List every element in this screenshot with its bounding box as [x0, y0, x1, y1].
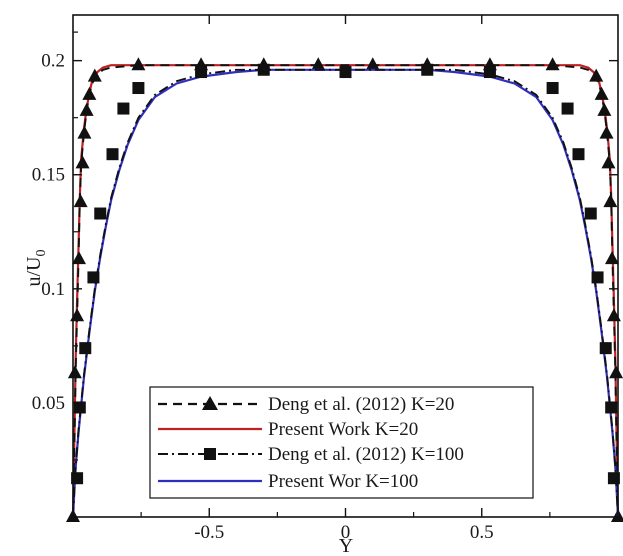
triangle-marker: [599, 125, 614, 139]
legend-entry-1: Deng et al. (2012) K=20: [158, 394, 454, 415]
legend-label-2: Present Work K=20: [268, 419, 418, 440]
triangle-marker: [67, 365, 82, 379]
series-layer: [66, 57, 623, 522]
square-marker: [71, 472, 84, 485]
square-marker: [94, 207, 107, 220]
square-marker: [73, 401, 86, 414]
square-marker: [339, 66, 352, 79]
legend-label-1: Deng et al. (2012) K=20: [268, 394, 454, 415]
y-axis-label: u/U0: [23, 250, 49, 287]
triangle-marker: [82, 86, 97, 100]
y-tick-label: 0.15: [32, 165, 65, 186]
y-tick-label: 0.2: [41, 51, 65, 72]
square-marker: [572, 148, 585, 161]
square-marker: [195, 66, 208, 79]
triangle-marker: [87, 68, 102, 82]
tick-layer: -0.5 0 0.5 0.05 0.1 0.15 0.2: [32, 15, 619, 543]
square-marker: [483, 66, 496, 79]
legend-entry-2: Present Work K=20: [158, 419, 418, 440]
y-tick-label: 0.05: [32, 393, 65, 414]
triangle-marker: [605, 251, 620, 265]
triangle-marker: [609, 365, 623, 379]
y-tick-label: 0.1: [41, 279, 65, 300]
legend-label-3: Deng et al. (2012) K=100: [268, 444, 464, 465]
legend-marker-triangle: [202, 396, 218, 410]
triangle-marker: [71, 251, 86, 265]
triangle-marker: [131, 57, 146, 71]
square-marker: [561, 102, 574, 115]
square-marker: [421, 63, 434, 76]
x-tick-label: -0.5: [194, 522, 224, 543]
square-marker: [599, 342, 612, 355]
triangle-marker: [597, 102, 612, 116]
legend-entry-3: Deng et al. (2012) K=100: [158, 444, 464, 465]
triangle-marker: [311, 57, 326, 71]
y-axis-label-sub: 0: [34, 250, 49, 257]
square-marker: [87, 271, 100, 284]
svg-text:u/U0: u/U0: [23, 250, 49, 287]
x-tick-label: 0.5: [470, 522, 494, 543]
square-marker: [106, 148, 119, 161]
legend: Deng et al. (2012) K=20 Present Work K=2…: [149, 386, 534, 499]
square-marker: [607, 472, 620, 485]
square-marker: [117, 102, 130, 115]
triangle-marker: [70, 308, 85, 322]
square-marker: [584, 207, 597, 220]
square-marker: [257, 63, 270, 76]
square-marker: [132, 82, 145, 95]
triangle-marker: [601, 155, 616, 169]
square-marker: [546, 82, 559, 95]
legend-entry-4: Present Wor K=100: [158, 471, 418, 492]
triangle-marker: [603, 194, 618, 208]
triangle-marker: [75, 155, 90, 169]
triangle-marker: [77, 125, 92, 139]
triangle-marker: [589, 68, 604, 82]
series-line-3: [72, 68, 619, 518]
x-axis-label: Y: [339, 535, 353, 556]
legend-label-4: Present Wor K=100: [268, 471, 418, 492]
legend-marker-square: [204, 448, 216, 460]
triangle-marker: [73, 194, 88, 208]
triangle-marker: [79, 102, 94, 116]
triangle-marker: [545, 57, 560, 71]
triangle-marker: [365, 57, 380, 71]
triangle-marker: [594, 86, 609, 100]
square-marker: [591, 271, 604, 284]
triangle-marker: [606, 308, 621, 322]
x-tick-label: 0: [341, 522, 351, 543]
square-marker: [79, 342, 92, 355]
square-marker: [605, 401, 618, 414]
y-axis-label-main: u/U: [23, 256, 45, 287]
